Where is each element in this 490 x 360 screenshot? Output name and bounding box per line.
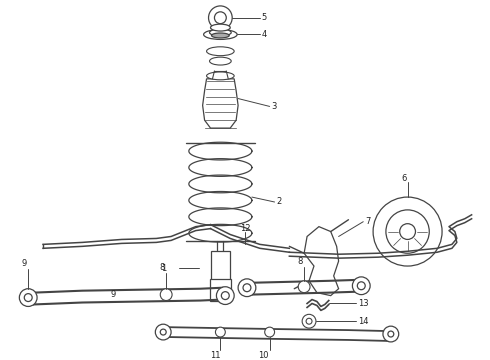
Circle shape bbox=[238, 279, 256, 297]
Ellipse shape bbox=[210, 29, 231, 36]
Text: 4: 4 bbox=[262, 30, 267, 39]
Circle shape bbox=[221, 292, 229, 300]
Text: 9: 9 bbox=[22, 258, 26, 267]
Text: 9: 9 bbox=[110, 290, 115, 299]
Polygon shape bbox=[304, 227, 339, 296]
Circle shape bbox=[302, 314, 316, 328]
Circle shape bbox=[357, 282, 365, 290]
Circle shape bbox=[388, 331, 394, 337]
Text: 2: 2 bbox=[276, 198, 282, 207]
Text: 14: 14 bbox=[358, 317, 369, 326]
Ellipse shape bbox=[212, 33, 229, 38]
Circle shape bbox=[209, 6, 232, 30]
Text: 8: 8 bbox=[160, 262, 165, 271]
Circle shape bbox=[400, 224, 416, 239]
Text: 3: 3 bbox=[271, 102, 277, 111]
Circle shape bbox=[386, 210, 429, 253]
Circle shape bbox=[265, 327, 274, 337]
Circle shape bbox=[160, 289, 172, 301]
Text: 13: 13 bbox=[358, 299, 369, 308]
Text: 8: 8 bbox=[297, 257, 303, 266]
Circle shape bbox=[155, 324, 171, 340]
Text: 12: 12 bbox=[240, 224, 250, 233]
Ellipse shape bbox=[211, 24, 230, 31]
Circle shape bbox=[306, 318, 312, 324]
Circle shape bbox=[243, 284, 251, 292]
Circle shape bbox=[298, 281, 310, 293]
Bar bbox=[210, 279, 231, 301]
Circle shape bbox=[383, 326, 399, 342]
Circle shape bbox=[215, 12, 226, 24]
Text: 10: 10 bbox=[258, 351, 269, 360]
Ellipse shape bbox=[210, 57, 231, 65]
Polygon shape bbox=[203, 79, 238, 128]
Text: 7: 7 bbox=[365, 217, 370, 226]
Bar bbox=[211, 251, 230, 291]
Circle shape bbox=[19, 289, 37, 306]
Text: 1: 1 bbox=[161, 264, 166, 273]
Circle shape bbox=[24, 294, 32, 302]
Text: 6: 6 bbox=[401, 174, 406, 183]
Circle shape bbox=[160, 329, 166, 335]
Circle shape bbox=[216, 327, 225, 337]
Circle shape bbox=[217, 287, 234, 305]
Text: 11: 11 bbox=[210, 351, 221, 360]
Ellipse shape bbox=[207, 47, 234, 56]
Text: 5: 5 bbox=[262, 13, 267, 22]
Circle shape bbox=[352, 277, 370, 294]
Circle shape bbox=[373, 197, 442, 266]
Ellipse shape bbox=[207, 72, 234, 80]
Ellipse shape bbox=[204, 30, 237, 39]
